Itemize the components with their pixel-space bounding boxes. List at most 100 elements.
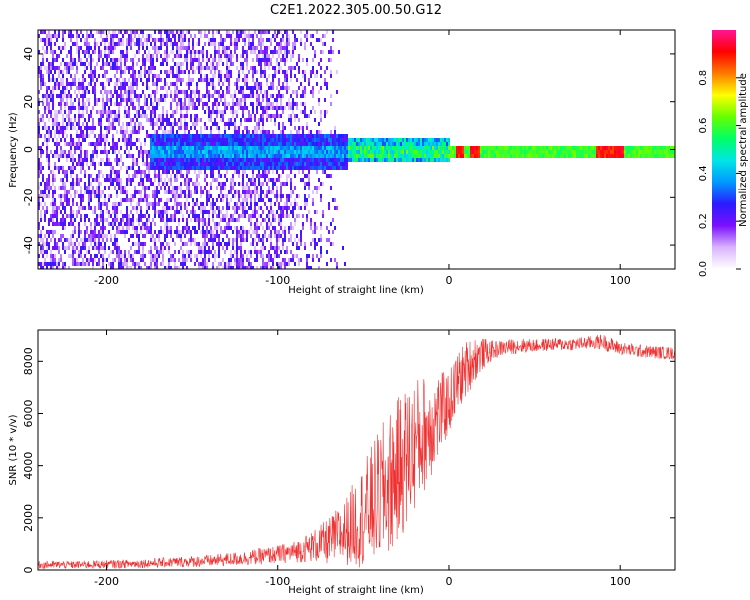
spectrogram-cell — [208, 30, 210, 34]
spectrogram-cell — [194, 70, 196, 74]
spectrogram-cell — [222, 206, 224, 210]
spectrogram-cell — [166, 58, 168, 62]
spectrogram-cell — [160, 122, 162, 126]
spectrogram-cell — [246, 86, 248, 90]
spectrogram-cell — [100, 190, 102, 194]
spectrogram-cell — [176, 162, 178, 166]
spectrogram-cell — [70, 58, 72, 62]
spectrogram-cell — [326, 150, 328, 154]
spectrogram-cell — [270, 238, 272, 242]
spectrogram-cell — [284, 42, 286, 46]
spectrogram-cell — [286, 150, 288, 154]
spectrogram-cell — [128, 238, 130, 242]
spectrogram-cell — [218, 90, 220, 94]
spectrogram-cell — [204, 110, 206, 114]
spectrogram-cell — [216, 234, 218, 238]
spectrogram-cell — [98, 202, 100, 206]
spectrogram-cell — [292, 98, 294, 102]
spectrogram-cell — [78, 90, 80, 94]
spectrogram-cell — [320, 138, 322, 142]
spectrogram-cell — [126, 130, 128, 134]
spectrogram-cell — [218, 42, 220, 46]
spectrogram-cell — [92, 162, 94, 166]
spectrogram-cell — [266, 118, 268, 122]
spectrogram-cell — [320, 154, 322, 158]
spectrogram-cell — [202, 246, 204, 250]
spectrogram-cell — [76, 62, 78, 66]
spectrogram-cell — [162, 58, 164, 62]
spectrogram-cell — [190, 210, 192, 214]
spectrogram-cell — [78, 162, 80, 166]
spectrogram-cell — [176, 166, 178, 170]
spectrogram-cell — [170, 150, 172, 154]
spectrogram-cell — [210, 42, 212, 46]
spectrogram-cell — [164, 246, 166, 250]
spectrogram-cell — [204, 42, 206, 46]
spectrogram-cell — [84, 246, 86, 250]
spectrogram-cell — [58, 222, 60, 226]
spectrogram-cell — [238, 266, 240, 269]
spectrogram-cell — [140, 150, 142, 154]
spectrogram-cell — [76, 246, 78, 250]
spectrogram-cell — [330, 102, 332, 106]
spectrogram-cell — [284, 30, 286, 34]
spectrogram-cell — [298, 154, 300, 158]
spectrogram-cell — [38, 90, 40, 94]
spectrogram-cell — [178, 154, 180, 158]
spectrogram-cell — [236, 262, 238, 266]
spectrogram-cell — [220, 174, 222, 178]
spectrogram-cell — [168, 118, 170, 122]
spectrogram-cell — [126, 190, 128, 194]
spectrogram-cell — [46, 138, 48, 142]
spectrogram-cell — [102, 218, 104, 222]
spectrogram-cell — [50, 62, 52, 66]
spectrogram-cell — [52, 106, 54, 110]
spectrogram-cell — [104, 194, 106, 198]
spectrogram-cell — [260, 82, 262, 86]
spectrogram-cell — [58, 142, 60, 146]
spectrogram-cell — [120, 42, 122, 46]
spectrogram-cell — [90, 234, 92, 238]
spectrogram-cell — [54, 174, 56, 178]
spectrogram-cell — [48, 102, 50, 106]
spectrogram-cell — [124, 254, 126, 258]
spectrogram-cell — [270, 134, 272, 138]
spectrogram-cell — [142, 54, 144, 58]
spectrogram-cell — [190, 126, 192, 130]
spectrogram-cell — [166, 138, 168, 142]
spectrogram-cell — [302, 226, 304, 230]
spectrogram-cell — [242, 238, 244, 242]
spectrogram-cell — [84, 238, 86, 242]
spectrogram-cell — [198, 154, 200, 158]
spectrogram-cell — [214, 98, 216, 102]
spectrogram-cell — [278, 266, 280, 269]
spectrogram-cell — [98, 246, 100, 250]
spectrogram-cell — [322, 150, 324, 154]
spectrogram-cell — [246, 58, 248, 62]
spectrogram-cell — [240, 118, 242, 122]
spectrogram-cell — [212, 218, 214, 222]
spectrogram-cell — [148, 162, 150, 166]
spectrogram-cell — [108, 254, 110, 258]
spectrogram-cell — [232, 146, 234, 150]
spectrogram-cell — [186, 218, 188, 222]
spectrogram-cell — [164, 170, 166, 174]
spectrogram-cell — [168, 230, 170, 234]
spectrogram-cell — [250, 114, 252, 118]
spectrogram-cell — [252, 174, 254, 178]
spectrogram-cell — [232, 102, 234, 106]
spectrogram-cell — [70, 186, 72, 190]
spectrogram-cell — [154, 210, 156, 214]
spectrogram-cell — [282, 182, 284, 186]
spectrogram-cell — [50, 266, 52, 269]
spectrogram-cell — [172, 30, 174, 34]
spectrogram-cell — [124, 214, 126, 218]
spectrogram-cell — [92, 186, 94, 190]
spectrogram-cell — [256, 266, 258, 269]
spectrogram-cell — [168, 162, 170, 166]
spectrogram-cell — [114, 114, 116, 118]
spectrogram-cell — [302, 222, 304, 226]
spectrogram-cell — [68, 118, 70, 122]
spectrogram-cell — [318, 162, 320, 166]
spectrogram-cell — [246, 150, 248, 154]
